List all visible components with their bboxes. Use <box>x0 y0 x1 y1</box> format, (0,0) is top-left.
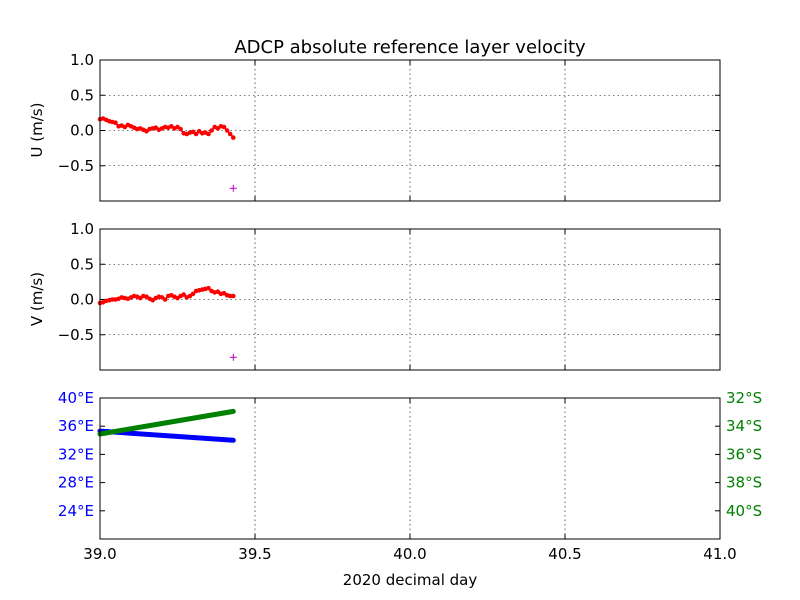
velocity-point <box>209 128 214 133</box>
velocity-point <box>206 285 211 291</box>
velocity-point <box>178 126 183 132</box>
x-tick-label: 39.0 <box>83 545 116 563</box>
velocity-point <box>190 291 196 297</box>
velocity-point <box>193 131 199 137</box>
v-velocity-panel: V (m/s) 1.0 0.5 0.0 −0.5 <box>28 220 721 371</box>
x-tick-label: 41.0 <box>703 545 736 563</box>
v-panel-frame <box>99 228 721 371</box>
lon-tick-label: 24°E <box>58 502 94 520</box>
y-tick-label: 0.5 <box>70 255 94 273</box>
velocity-point <box>206 131 211 137</box>
velocity-point <box>224 128 230 133</box>
lat-tick-label: 36°S <box>726 445 762 463</box>
lat-tick-label: 32°S <box>726 389 762 407</box>
lat-tick-label: 40°S <box>726 502 762 520</box>
x-tick-label: 39.5 <box>238 545 271 563</box>
outlier-marker <box>229 184 237 192</box>
velocity-point <box>113 120 118 125</box>
y-tick-label: 0.5 <box>70 86 94 104</box>
outlier-marker <box>229 353 237 361</box>
velocity-point <box>221 124 227 130</box>
y-tick-label: 1.0 <box>70 220 94 238</box>
velocity-point <box>162 297 168 302</box>
y-tick-label: 1.0 <box>70 51 94 69</box>
x-axis: 39.0 39.5 40.0 40.5 41.0 <box>83 545 736 563</box>
position-panel-frame <box>99 397 721 540</box>
v-ylabel: V (m/s) <box>28 272 46 326</box>
x-tick-label: 40.5 <box>548 545 581 563</box>
velocity-point <box>231 293 236 299</box>
y-tick-label: −0.5 <box>58 157 94 175</box>
u-panel-frame <box>99 59 721 202</box>
lon-tick-label: 28°E <box>58 474 94 492</box>
velocity-point <box>181 292 186 297</box>
y-tick-label: 0.0 <box>70 291 94 309</box>
velocity-point <box>231 135 236 140</box>
u-ylabel: U (m/s) <box>28 103 46 158</box>
lon-tick-label: 32°E <box>58 445 94 463</box>
position-panel: 40°E 36°E 32°E 28°E 24°E 32°S 34°S 36°S 38°S 40°S <box>58 389 762 540</box>
lat-tick-label: 38°S <box>726 474 762 492</box>
u-velocity-panel: U (m/s) 1.0 0.5 0.0 −0.5 <box>28 51 721 202</box>
velocity-point <box>227 131 233 137</box>
chart-title: ADCP absolute reference layer velocity <box>234 37 586 58</box>
y-tick-label: 0.0 <box>70 122 94 140</box>
x-tick-label: 40.0 <box>393 545 426 563</box>
lon-tick-label: 40°E <box>58 389 94 407</box>
lon-tick-label: 36°E <box>58 417 94 435</box>
lat-tick-label: 34°S <box>726 417 762 435</box>
latitude-line <box>97 408 236 437</box>
y-tick-label: −0.5 <box>58 326 94 344</box>
x-axis-label: 2020 decimal day <box>343 571 478 589</box>
